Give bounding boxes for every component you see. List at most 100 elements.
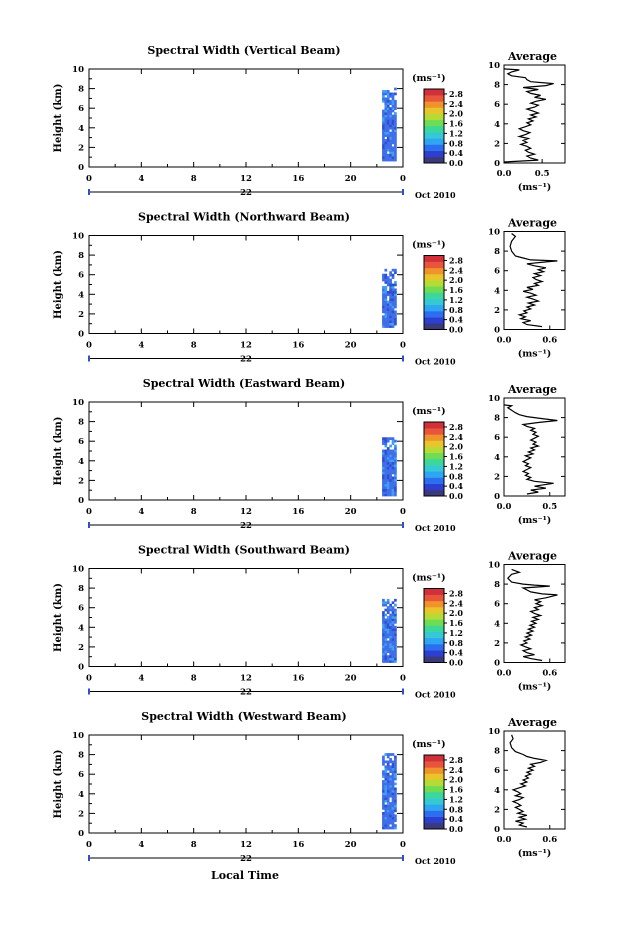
echo-cell	[386, 158, 390, 162]
echo-cell	[389, 784, 392, 788]
colorbar-swatch	[424, 767, 444, 774]
echo-cell	[394, 755, 397, 759]
colorbar-swatch	[424, 292, 444, 299]
echo-cell	[389, 444, 392, 448]
echo-cell	[384, 148, 388, 152]
y-tick-label: 0	[78, 496, 84, 506]
echo-cell	[384, 151, 388, 155]
colorbar-swatch	[424, 637, 444, 645]
echo-cell	[391, 628, 395, 632]
day-label: 22	[240, 188, 252, 198]
echo-cell	[389, 777, 392, 781]
echo-cell	[394, 628, 397, 632]
echo-cell	[394, 131, 397, 135]
echo-cell	[384, 117, 388, 120]
echo-cell	[386, 493, 390, 497]
echo-cell	[389, 143, 392, 147]
echo-cell	[391, 819, 395, 823]
y-tick-label: 10	[72, 398, 84, 408]
echo-cell	[391, 273, 395, 277]
echo-cell	[391, 464, 395, 467]
echo-cell	[386, 117, 390, 120]
echo-cell	[389, 821, 392, 825]
y-tick-label: 10	[72, 232, 84, 242]
average-y-tick-label: 4	[494, 286, 500, 296]
echo-cell	[394, 303, 397, 306]
x-tick-label: 0	[86, 174, 92, 184]
echo-cell	[386, 466, 390, 470]
echo-cell	[384, 276, 388, 279]
x-tick-label: 12	[240, 507, 252, 517]
echo-cell	[382, 317, 385, 321]
echo-cell	[386, 611, 390, 614]
echo-cell	[386, 102, 390, 106]
echo-cell	[386, 655, 390, 658]
echo-cell	[382, 153, 385, 157]
colorbar-swatch	[424, 304, 444, 312]
echo-cell	[382, 474, 385, 477]
x-tick-label: 8	[191, 341, 197, 351]
echo-cell	[389, 126, 392, 130]
echo-cell	[386, 616, 390, 619]
colorbar-swatch	[424, 311, 444, 318]
panel-title: Spectral Width (Southward Beam)	[138, 544, 350, 557]
echo-cell	[389, 758, 392, 761]
echo-cell	[384, 491, 388, 494]
echo-cell	[384, 129, 388, 133]
echo-cell	[391, 483, 395, 487]
y-axis-label: Height (km)	[53, 250, 64, 319]
echo-cell	[389, 775, 392, 778]
echo-cell	[389, 285, 392, 289]
colorbar-swatch	[424, 132, 444, 139]
echo-cell	[386, 310, 390, 314]
echo-cell	[382, 303, 385, 306]
average-y-tick-label: 8	[494, 247, 500, 257]
echo-cell	[382, 461, 385, 465]
colorbar-tick-label: 2.4	[449, 765, 463, 775]
echo-cell	[384, 660, 388, 663]
echo-cell	[394, 645, 397, 649]
echo-cell	[389, 606, 392, 609]
echo-cell	[391, 777, 395, 781]
echo-cell	[389, 623, 392, 627]
echo-cell	[394, 114, 397, 118]
echo-cell	[394, 139, 397, 142]
echo-cell	[382, 819, 385, 823]
echo-cell	[389, 320, 392, 324]
echo-cell	[389, 652, 392, 656]
colorbar-swatch	[424, 89, 444, 96]
colorbar-tick-label: 1.6	[449, 452, 463, 462]
echo-cell	[384, 775, 388, 778]
echo-cell	[382, 628, 385, 632]
echo-cell	[394, 121, 397, 125]
echo-cell	[391, 613, 395, 617]
echo-cell	[382, 298, 385, 301]
x-tick-label: 8	[191, 507, 197, 517]
average-y-tick-label: 8	[494, 747, 500, 757]
echo-cell	[389, 811, 392, 815]
echo-cell	[382, 459, 385, 463]
echo-cell	[394, 104, 397, 108]
echo-cell	[382, 300, 385, 304]
colorbar-swatch	[424, 644, 444, 651]
echo-cell	[386, 814, 390, 818]
echo-cell	[389, 765, 392, 769]
echo-cell	[384, 464, 388, 467]
echo-cell	[384, 278, 388, 282]
y-tick-label: 0	[78, 163, 84, 173]
echo-cell	[382, 454, 385, 458]
y-axis-label: Height (km)	[53, 84, 64, 153]
echo-cell	[384, 782, 388, 786]
echo-cell	[389, 488, 392, 492]
panel-title: Spectral Width (Northward Beam)	[138, 211, 350, 224]
x-tick-label: 0	[400, 174, 406, 184]
echo-cell	[391, 317, 395, 321]
echo-cell	[391, 94, 395, 98]
echo-cell	[391, 466, 395, 470]
echo-cell	[382, 780, 385, 783]
echo-cell	[384, 603, 388, 607]
echo-cell	[382, 630, 385, 634]
echo-cell	[386, 303, 390, 306]
echo-cell	[382, 481, 385, 485]
